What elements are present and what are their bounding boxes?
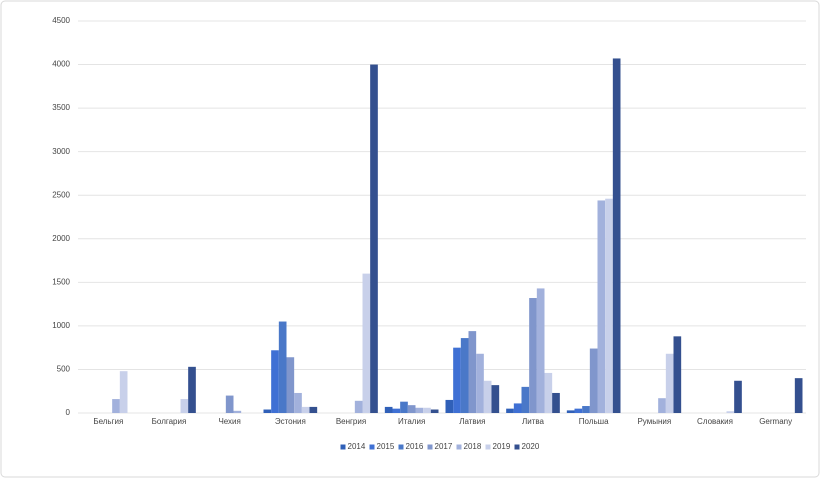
bar xyxy=(574,408,583,413)
bar xyxy=(188,366,196,413)
bar xyxy=(483,380,492,413)
bar xyxy=(225,395,234,413)
y-tick-label: 1500 xyxy=(52,277,70,286)
bar xyxy=(665,353,674,413)
bar xyxy=(407,405,416,413)
x-tick-label: Италия xyxy=(398,417,425,426)
legend-swatch xyxy=(340,444,346,450)
bar xyxy=(180,399,189,413)
legend-label: 2014 xyxy=(348,442,366,451)
bar xyxy=(309,406,318,413)
y-tick-label: 1000 xyxy=(52,321,70,330)
y-tick-label: 4500 xyxy=(52,16,70,25)
legend-swatch xyxy=(398,444,404,450)
bar xyxy=(392,408,401,413)
bar xyxy=(468,331,477,413)
bar xyxy=(430,409,439,413)
bar xyxy=(552,392,560,413)
y-tick-label: 500 xyxy=(57,365,71,374)
x-tick-label: Germany xyxy=(759,417,792,426)
x-tick-label: Эстония xyxy=(275,417,306,426)
x-tick-label: Румыния xyxy=(637,417,671,426)
bar xyxy=(415,407,424,413)
bar xyxy=(354,400,363,413)
bar xyxy=(582,406,590,413)
bar xyxy=(460,338,469,413)
legend-swatch xyxy=(427,444,433,450)
bar xyxy=(612,58,621,414)
bar xyxy=(794,378,803,413)
bar xyxy=(119,371,128,413)
bar xyxy=(673,336,682,413)
bar xyxy=(362,273,371,413)
y-tick-label: 0 xyxy=(66,408,71,417)
x-tick-label: Бельгия xyxy=(93,417,123,426)
bar xyxy=(294,392,302,413)
x-tick-label: Чехия xyxy=(218,417,240,426)
x-tick-label: Литва xyxy=(522,417,545,426)
bar xyxy=(476,353,484,413)
x-tick-label: Венгрия xyxy=(336,417,366,426)
bar xyxy=(521,386,530,413)
y-tick-label: 2000 xyxy=(52,234,70,243)
legend-label: 2020 xyxy=(522,442,540,451)
legend-label: 2018 xyxy=(464,442,482,451)
legend-swatch xyxy=(369,444,375,450)
legend-swatch xyxy=(514,444,520,450)
x-tick-label: Латвия xyxy=(459,417,485,426)
bar xyxy=(286,357,295,413)
x-tick-label: Польша xyxy=(579,417,609,426)
legend-label: 2017 xyxy=(435,442,453,451)
bar xyxy=(263,409,272,413)
bar xyxy=(589,348,598,413)
bar xyxy=(400,401,408,413)
bar xyxy=(544,372,553,413)
legend-label: 2015 xyxy=(377,442,395,451)
bar xyxy=(271,350,279,413)
bar xyxy=(423,407,431,413)
bar xyxy=(233,410,242,413)
y-tick-label: 3500 xyxy=(52,103,70,112)
bar xyxy=(529,298,537,413)
bar xyxy=(605,198,613,413)
y-tick-label: 2500 xyxy=(52,190,70,199)
bar xyxy=(726,411,735,413)
bar xyxy=(536,288,545,413)
bar xyxy=(445,399,454,413)
bar xyxy=(566,410,575,413)
x-tick-label: Словакия xyxy=(697,417,733,426)
legend-label: 2016 xyxy=(406,442,424,451)
x-tick-label: Болгария xyxy=(152,417,187,426)
bar xyxy=(658,398,666,413)
legend-swatch xyxy=(485,444,491,450)
bar xyxy=(384,406,393,413)
y-tick-label: 4000 xyxy=(52,60,70,69)
bar xyxy=(734,380,742,413)
y-tick-label: 3000 xyxy=(52,147,70,156)
bar xyxy=(278,321,287,413)
bar xyxy=(513,403,522,413)
bar xyxy=(301,406,310,413)
bar xyxy=(506,408,514,413)
bar xyxy=(112,399,120,413)
bar xyxy=(453,347,461,413)
bar xyxy=(370,64,378,414)
bar xyxy=(597,200,606,413)
legend-label: 2019 xyxy=(493,442,511,451)
legend-swatch xyxy=(456,444,462,450)
bar xyxy=(491,385,500,413)
